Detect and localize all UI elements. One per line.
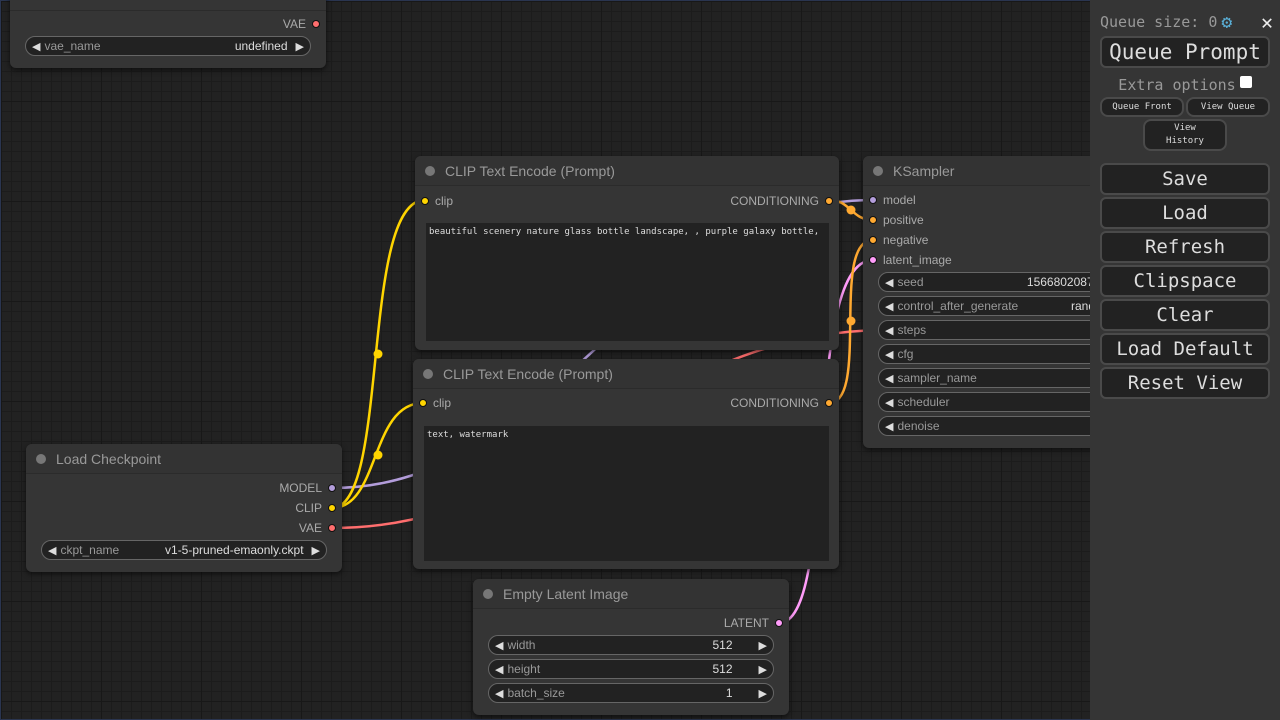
arrow-right-icon[interactable]: ▶ <box>758 687 767 700</box>
gear-icon[interactable]: ⚙ <box>1221 11 1233 33</box>
clipspace-button[interactable]: Clipspace <box>1100 265 1270 297</box>
input-clip[interactable]: clip <box>419 396 451 410</box>
input-clip[interactable]: clip <box>421 194 453 208</box>
collapse-dot-icon[interactable] <box>873 165 883 176</box>
arrow-left-icon[interactable]: ◀ <box>495 687 504 700</box>
output-clip[interactable]: CLIP <box>295 501 336 515</box>
queue-size-row: Queue size: 0 ⚙ ✕ <box>1100 10 1275 34</box>
output-conditioning[interactable]: CONDITIONING <box>730 194 833 208</box>
arrow-left-icon[interactable]: ◀ <box>885 420 894 433</box>
arrow-left-icon[interactable]: ◀ <box>32 40 41 53</box>
arrow-left-icon[interactable]: ◀ <box>48 544 57 557</box>
collapse-dot-icon[interactable] <box>423 368 433 379</box>
output-latent[interactable]: LATENT <box>724 616 783 630</box>
extra-options-checkbox[interactable] <box>1239 76 1252 88</box>
load-button[interactable]: Load <box>1100 197 1270 229</box>
load-default-button[interactable]: Load Default <box>1100 333 1270 365</box>
prompt-textarea[interactable]: beautiful scenery nature glass bottle la… <box>426 223 829 341</box>
widget-width[interactable]: ◀ width 512 ▶ <box>488 635 774 655</box>
input-negative[interactable]: negative <box>869 233 928 247</box>
input-latent-image[interactable]: latent_image <box>869 253 952 267</box>
node-load-checkpoint[interactable]: Load Checkpoint MODEL CLIP VAE ◀ ckpt_nam… <box>26 444 342 572</box>
collapse-dot-icon[interactable] <box>36 453 46 464</box>
node-vae-loader[interactable]: VAE ◀ vae_name undefined ▶ <box>10 0 326 68</box>
queue-front-button[interactable]: Queue Front <box>1100 97 1184 117</box>
input-model[interactable]: model <box>869 193 916 207</box>
queue-size: Queue size: 0 <box>1100 13 1218 31</box>
arrow-right-icon[interactable]: ▶ <box>311 544 320 557</box>
node-clip-text-encode-negative[interactable]: CLIP Text Encode (Prompt) clip CONDITION… <box>413 359 839 569</box>
arrow-left-icon[interactable]: ◀ <box>495 639 504 652</box>
extra-options: Extra options <box>1090 76 1280 94</box>
arrow-left-icon[interactable]: ◀ <box>885 300 894 313</box>
node-title[interactable]: CLIP Text Encode (Prompt) <box>413 359 839 389</box>
node-empty-latent-image[interactable]: Empty Latent Image LATENT ◀ width 512 ▶ ◀ he… <box>473 579 789 715</box>
output-vae[interactable]: VAE <box>283 17 320 31</box>
node-title[interactable]: Empty Latent Image <box>473 579 789 609</box>
output-conditioning[interactable]: CONDITIONING <box>730 396 833 410</box>
reset-view-button[interactable]: Reset View <box>1100 367 1270 399</box>
arrow-left-icon[interactable]: ◀ <box>885 396 894 409</box>
arrow-right-icon[interactable]: ▶ <box>758 639 767 652</box>
view-queue-button[interactable]: View Queue <box>1186 97 1270 117</box>
prompt-textarea[interactable]: text, watermark <box>424 426 829 561</box>
collapse-dot-icon[interactable] <box>425 165 435 176</box>
widget-height[interactable]: ◀ height 512 ▶ <box>488 659 774 679</box>
arrow-left-icon[interactable]: ◀ <box>885 324 894 337</box>
arrow-left-icon[interactable]: ◀ <box>885 276 894 289</box>
arrow-left-icon[interactable]: ◀ <box>495 663 504 676</box>
widget-batch-size[interactable]: ◀ batch_size 1 ▶ <box>488 683 774 703</box>
arrow-right-icon[interactable]: ▶ <box>295 40 304 53</box>
output-vae[interactable]: VAE <box>299 521 336 535</box>
node-title[interactable]: Load Checkpoint <box>26 444 342 474</box>
clear-button[interactable]: Clear <box>1100 299 1270 331</box>
save-button[interactable]: Save <box>1100 163 1270 195</box>
node-title[interactable]: CLIP Text Encode (Prompt) <box>415 156 839 186</box>
input-positive[interactable]: positive <box>869 213 924 227</box>
close-icon[interactable]: ✕ <box>1260 10 1273 34</box>
refresh-button[interactable]: Refresh <box>1100 231 1270 263</box>
collapse-dot-icon[interactable] <box>483 588 493 599</box>
output-model[interactable]: MODEL <box>279 481 336 495</box>
node-clip-text-encode-positive[interactable]: CLIP Text Encode (Prompt) clip CONDITION… <box>415 156 839 350</box>
menu-panel: Queue size: 0 ⚙ ✕ Queue Prompt Extra opt… <box>1090 0 1280 720</box>
view-history-button[interactable]: View History <box>1143 119 1227 151</box>
queue-prompt-button[interactable]: Queue Prompt <box>1100 36 1270 68</box>
arrow-left-icon[interactable]: ◀ <box>885 348 894 361</box>
widget-ckpt-name[interactable]: ◀ ckpt_name v1-5-pruned-emaonly.ckpt ▶ <box>41 540 327 560</box>
arrow-right-icon[interactable]: ▶ <box>758 663 767 676</box>
arrow-left-icon[interactable]: ◀ <box>885 372 894 385</box>
widget-vae-name[interactable]: ◀ vae_name undefined ▶ <box>25 36 311 56</box>
